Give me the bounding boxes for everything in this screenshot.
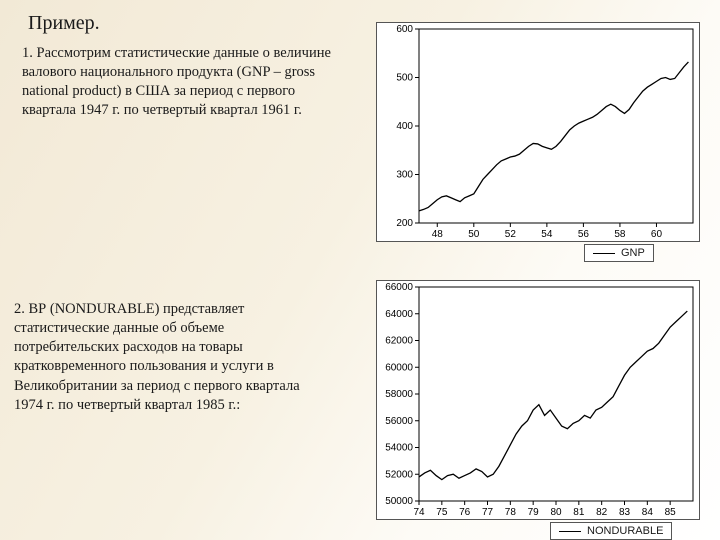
svg-text:52: 52 <box>505 229 517 240</box>
svg-text:54000: 54000 <box>385 443 413 454</box>
legend-nondurable: NONDURABLE <box>550 522 672 540</box>
chart-gnp: 200 300 400 500 600 48 50 52 54 56 58 60 <box>376 22 700 242</box>
legend-nondurable-label: NONDURABLE <box>587 525 663 537</box>
svg-text:58000: 58000 <box>385 389 413 400</box>
legend-gnp: GNP <box>584 244 654 262</box>
paragraph-1: 1. Рассмотрим статистические данные о ве… <box>22 44 344 121</box>
svg-text:74: 74 <box>413 507 425 518</box>
svg-text:62000: 62000 <box>385 336 413 347</box>
svg-text:79: 79 <box>528 507 540 518</box>
svg-text:83: 83 <box>619 507 631 518</box>
svg-text:85: 85 <box>665 507 677 518</box>
svg-text:60000: 60000 <box>385 362 413 373</box>
svg-text:77: 77 <box>482 507 494 518</box>
svg-text:50000: 50000 <box>385 496 413 507</box>
chart-nondurable: 50000 52000 54000 56000 58000 60000 62000 64000… <box>376 280 700 520</box>
svg-text:81: 81 <box>573 507 585 518</box>
svg-text:84: 84 <box>642 507 654 518</box>
slide-title: Пример. <box>28 12 100 35</box>
svg-text:52000: 52000 <box>385 469 413 480</box>
svg-text:200: 200 <box>396 218 413 229</box>
svg-text:66000: 66000 <box>385 282 413 293</box>
svg-text:48: 48 <box>432 229 444 240</box>
svg-text:50: 50 <box>468 229 480 240</box>
legend-line-icon <box>593 253 615 254</box>
svg-text:400: 400 <box>396 121 413 132</box>
legend-line-icon <box>559 531 581 532</box>
svg-text:75: 75 <box>436 507 448 518</box>
svg-text:54: 54 <box>541 229 553 240</box>
svg-text:76: 76 <box>459 507 471 518</box>
svg-text:500: 500 <box>396 73 413 84</box>
svg-text:58: 58 <box>614 229 626 240</box>
svg-text:60: 60 <box>651 229 663 240</box>
paragraph-2: 2. ВР (NONDURABLE) представляет статисти… <box>14 300 324 415</box>
svg-text:78: 78 <box>505 507 517 518</box>
svg-text:300: 300 <box>396 170 413 181</box>
svg-text:80: 80 <box>550 507 562 518</box>
svg-text:56: 56 <box>578 229 590 240</box>
svg-text:82: 82 <box>596 507 608 518</box>
svg-text:64000: 64000 <box>385 309 413 320</box>
svg-text:600: 600 <box>396 24 413 35</box>
svg-text:56000: 56000 <box>385 416 413 427</box>
legend-gnp-label: GNP <box>621 247 645 259</box>
